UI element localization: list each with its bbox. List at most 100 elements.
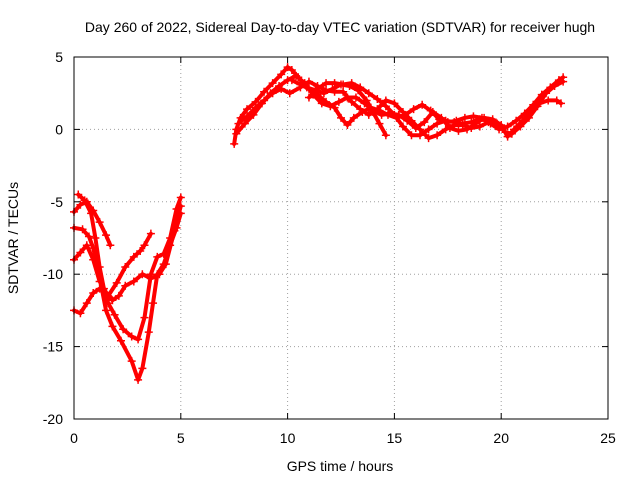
data-point bbox=[134, 335, 143, 344]
data-point bbox=[375, 106, 384, 115]
data-point bbox=[287, 76, 296, 85]
data-point bbox=[91, 234, 100, 242]
data-point bbox=[426, 106, 435, 115]
data-point bbox=[484, 116, 493, 125]
data-point bbox=[337, 113, 345, 122]
data-point bbox=[76, 200, 85, 209]
data-point bbox=[330, 87, 339, 96]
data-point bbox=[268, 89, 277, 98]
data-point bbox=[339, 87, 348, 96]
data-point bbox=[409, 105, 418, 114]
data-point bbox=[407, 131, 416, 140]
y-tick-label: 0 bbox=[55, 121, 63, 137]
y-tick-label: -10 bbox=[43, 266, 63, 282]
data-point bbox=[89, 255, 98, 264]
series-track-4 bbox=[70, 229, 155, 300]
data-point bbox=[537, 90, 546, 99]
data-point bbox=[450, 118, 459, 127]
data-point bbox=[287, 66, 296, 75]
data-point bbox=[106, 241, 115, 250]
data-point bbox=[475, 122, 484, 131]
data-point bbox=[292, 71, 301, 80]
data-point bbox=[322, 97, 331, 106]
series-group bbox=[70, 63, 568, 384]
data-point bbox=[127, 332, 136, 341]
data-point bbox=[441, 125, 450, 134]
data-point bbox=[74, 190, 83, 199]
data-point bbox=[82, 241, 91, 250]
data-point bbox=[529, 100, 538, 109]
y-tick-label: -15 bbox=[43, 339, 63, 355]
data-point bbox=[441, 116, 450, 125]
data-point bbox=[138, 364, 147, 373]
data-point bbox=[334, 97, 343, 106]
data-point bbox=[520, 109, 529, 118]
data-point bbox=[230, 139, 239, 148]
data-point bbox=[116, 336, 125, 345]
x-tick-label: 25 bbox=[600, 430, 616, 446]
data-point bbox=[475, 115, 484, 124]
chart-title: Day 260 of 2022, Sidereal Day-to-day VTE… bbox=[85, 19, 595, 35]
data-point bbox=[322, 79, 331, 88]
data-point bbox=[134, 375, 143, 384]
x-tick-label: 0 bbox=[70, 430, 78, 446]
data-point bbox=[458, 119, 467, 128]
data-point bbox=[102, 231, 111, 240]
data-point bbox=[95, 284, 104, 293]
data-point bbox=[559, 73, 568, 82]
data-point bbox=[76, 309, 85, 318]
data-point bbox=[108, 322, 117, 331]
data-point bbox=[347, 97, 356, 106]
data-point bbox=[296, 80, 305, 89]
data-point bbox=[552, 96, 561, 105]
data-point bbox=[304, 77, 313, 86]
data-point bbox=[360, 99, 369, 108]
data-point bbox=[381, 131, 390, 140]
data-point bbox=[343, 121, 352, 130]
data-point bbox=[313, 84, 322, 93]
data-point bbox=[161, 260, 170, 269]
x-tick-label: 5 bbox=[177, 430, 185, 446]
y-axis-label: SDTVAR / TECUs bbox=[5, 182, 21, 294]
data-point bbox=[373, 94, 382, 103]
data-point bbox=[82, 299, 91, 308]
data-point bbox=[356, 83, 365, 92]
data-point bbox=[95, 277, 104, 286]
data-point bbox=[146, 229, 155, 238]
series-line bbox=[72, 204, 183, 316]
data-point bbox=[260, 87, 269, 96]
data-point bbox=[454, 126, 463, 135]
data-point bbox=[78, 225, 87, 234]
data-point bbox=[339, 80, 348, 89]
y-tick-label: 5 bbox=[55, 49, 63, 65]
data-point bbox=[277, 70, 286, 79]
data-point bbox=[433, 119, 442, 128]
data-point bbox=[533, 102, 542, 111]
series-track-3 bbox=[74, 190, 185, 344]
data-point bbox=[557, 99, 566, 108]
series-track-5 bbox=[70, 202, 185, 318]
data-point bbox=[119, 325, 128, 334]
data-point bbox=[398, 122, 407, 131]
data-point bbox=[243, 105, 252, 114]
data-point bbox=[503, 122, 512, 131]
data-point bbox=[110, 310, 119, 319]
data-point bbox=[418, 100, 427, 109]
data-point bbox=[87, 209, 96, 218]
data-point bbox=[153, 252, 162, 261]
data-point bbox=[501, 128, 510, 137]
data-point bbox=[260, 96, 269, 105]
data-point bbox=[140, 241, 149, 250]
data-point bbox=[136, 247, 145, 256]
series-line bbox=[289, 75, 566, 132]
data-point bbox=[285, 89, 294, 98]
data-point bbox=[170, 226, 179, 235]
data-point bbox=[251, 103, 260, 112]
data-point bbox=[381, 102, 390, 111]
data-point bbox=[512, 116, 521, 125]
axis-ticks: 0 5 10 15 20 25 5 0 -5 -10 -15 -20 bbox=[43, 49, 616, 446]
data-point bbox=[114, 291, 123, 300]
series-track-2 bbox=[70, 209, 185, 384]
data-point bbox=[322, 86, 331, 95]
series-track-10 bbox=[304, 79, 501, 140]
